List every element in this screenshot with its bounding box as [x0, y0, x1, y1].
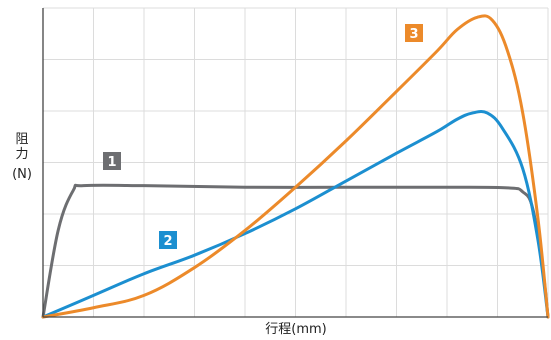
- series-marker-label: 1: [107, 155, 116, 170]
- series-marker-box: [405, 24, 423, 42]
- series-line-2: [41, 110, 550, 319]
- y-axis-label: 阻力: [15, 132, 28, 162]
- y-axis-unit: (N): [12, 167, 32, 182]
- series-layer: [41, 14, 550, 319]
- series-marker-label: 3: [409, 27, 418, 42]
- grid: [43, 7, 549, 317]
- x-axis-label: 行程(mm): [265, 322, 326, 337]
- series-marker-box: [103, 152, 121, 170]
- series-markers: 1 2 3: [103, 24, 423, 249]
- series-marker-label: 2: [163, 234, 172, 249]
- series-marker-3: 3: [405, 24, 423, 42]
- series-marker-2: 2: [159, 231, 177, 249]
- series-marker-box: [159, 231, 177, 249]
- series-marker-1: 1: [103, 152, 121, 170]
- axes: [42, 8, 548, 318]
- series-line-3: [41, 14, 550, 319]
